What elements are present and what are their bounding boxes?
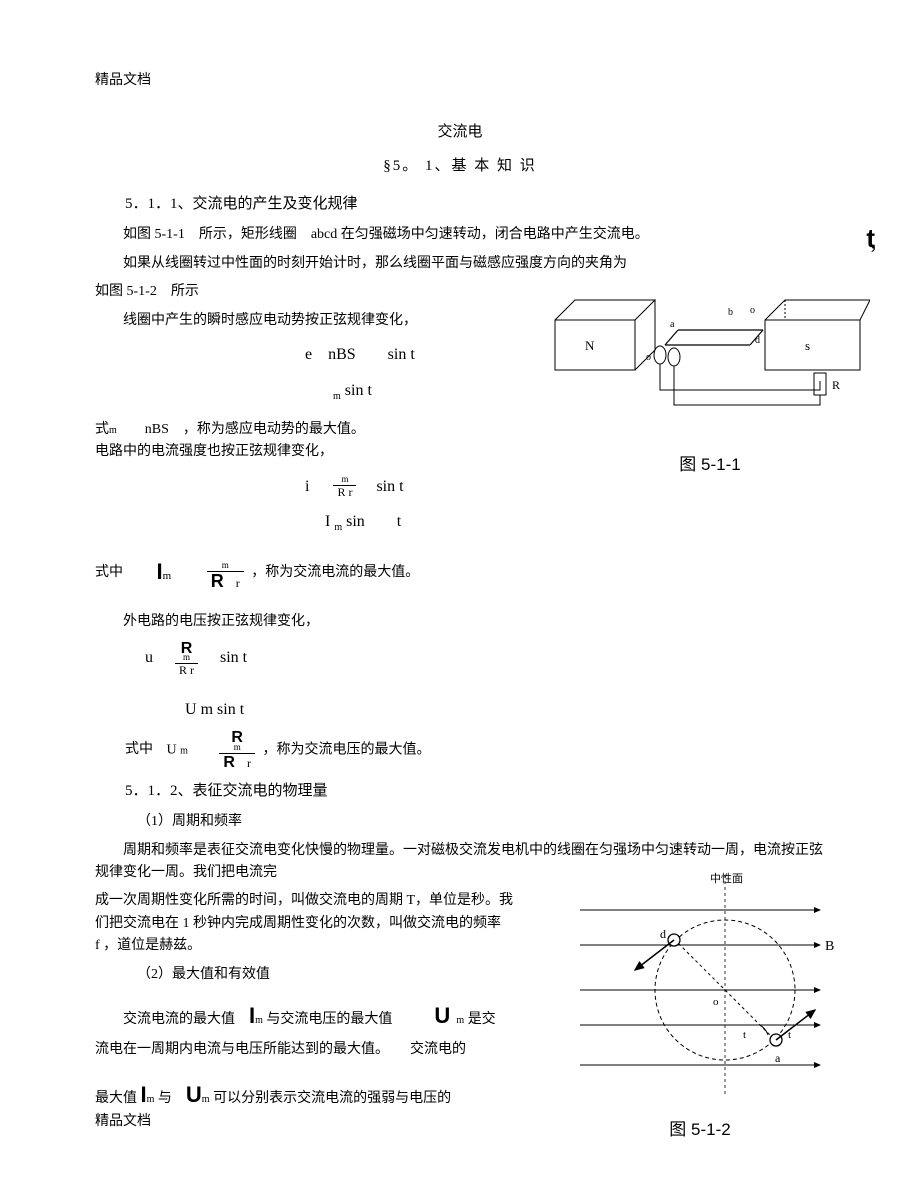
- label-a: a: [670, 319, 675, 330]
- generator-diagram-svg: N s a b d o o R: [550, 285, 870, 435]
- para8-post: ，称为交流电压的最大值。: [262, 742, 430, 757]
- paragraph-1: 如图 5-1-1 所示，矩形线圈 abcd 在匀强磁场中匀速转动，闭合电路中产生…: [95, 224, 825, 246]
- eq1-text: e nBS sin t: [305, 346, 415, 363]
- eq3b-pre: U: [185, 701, 201, 718]
- angle-t1: t: [743, 1029, 746, 1041]
- label-o2: o: [646, 352, 651, 363]
- eq2-frac: m R r: [333, 475, 356, 499]
- section-title: §5。 1、基 本 知 识: [95, 154, 825, 178]
- label-center-o: o: [713, 996, 719, 1008]
- paragraph-6: 式中 Im m R r ，称为交流电流的最大值。: [95, 554, 825, 591]
- para4-pre: 式: [95, 422, 109, 437]
- eq3-den: R r: [175, 664, 198, 677]
- para6-sub: m: [163, 570, 172, 582]
- para8-U: U: [167, 742, 181, 757]
- p13-post: 可以分别表示交流电流的强弱与电压的: [210, 1091, 452, 1106]
- para8-frac: R m R r: [219, 729, 255, 771]
- page-footer: 精品文档: [95, 1111, 151, 1133]
- eq2b-sub: m: [334, 522, 342, 533]
- p11-post: 是交: [464, 1012, 496, 1027]
- paragraph-13: 最大值 Im 与 Um 可以分别表示交流电流的强弱与电压的: [95, 1077, 515, 1112]
- sub-5-1-2-2: （2）最大值和有效值: [95, 964, 515, 986]
- p11-mid: 与交流电压的最大值: [263, 1012, 435, 1027]
- eq2b-pre: I: [325, 513, 334, 530]
- eq3-frac: R m R r: [175, 640, 198, 678]
- para8-den: R r: [219, 754, 255, 772]
- para6-den: R r: [207, 572, 244, 592]
- paragraph-7: 外电路的电压按正弦规律变化，: [95, 611, 825, 633]
- para6-post: ，称为交流电流的最大值。: [251, 565, 419, 580]
- rotation-diagram-svg: 中性面 B o a d t t: [560, 870, 840, 1100]
- para6-frac: m R r: [207, 561, 244, 592]
- eq3b-sub: m: [201, 701, 213, 718]
- paragraph-8: 式中 U m R m R r ，称为交流电压的最大值。: [95, 729, 825, 771]
- label-d2: d: [660, 927, 666, 941]
- para8-pre: 式中: [125, 742, 153, 757]
- eq1b-post: sin t: [345, 382, 372, 399]
- figure-5-1-2: 中性面 B o a d t t 图 5-1-2: [560, 870, 840, 1144]
- eq2-i: i: [305, 478, 309, 495]
- p13-mid: 与: [154, 1091, 186, 1106]
- para4-sub: m: [109, 425, 117, 436]
- p13-U: U: [186, 1082, 202, 1107]
- label-R: R: [832, 378, 840, 392]
- eq1b-sub: m: [333, 391, 341, 402]
- eq3-u: u: [145, 649, 153, 666]
- eq3-num: R m: [175, 640, 198, 664]
- eq2-den: R r: [333, 486, 356, 499]
- label-d: d: [755, 335, 760, 346]
- paragraph-11: 交流电流的最大值 Im 与交流电压的最大值 U m 是交: [95, 998, 515, 1033]
- label-b: b: [728, 307, 733, 318]
- p13-sub2: m: [202, 1094, 210, 1105]
- subheading-5-1-1: 5．1．1、交流电的产生及变化规律: [95, 192, 825, 216]
- p13-pre: 最大值: [95, 1091, 141, 1106]
- equation-u: u R m R r sin t: [145, 640, 825, 678]
- figure-5-1-1: N s a b d o o R 图 5-1: [550, 285, 870, 479]
- eq2b-post: sin t: [342, 513, 401, 530]
- equation-Im: I m sin t: [325, 509, 825, 536]
- eq2-sin: sin t: [376, 478, 403, 495]
- fig-512-label: 图 5-1-2: [560, 1116, 840, 1143]
- para8-sub: m: [180, 745, 188, 756]
- comma-after-t: ，: [869, 230, 887, 259]
- eq3-sin: sin t: [220, 649, 247, 666]
- para6-pre: 式中: [95, 565, 123, 580]
- label-o1: o: [750, 305, 755, 316]
- p11-U: U: [434, 1003, 456, 1028]
- subheading-5-1-2: 5．1．2、表征交流电的物理量: [95, 779, 825, 803]
- label-B: B: [825, 939, 834, 954]
- angle-t2: t: [788, 1029, 791, 1041]
- para4-mid: nBS ，称为感应电动势的最大值。: [117, 422, 365, 437]
- main-title: 交流电: [95, 120, 825, 144]
- label-s: s: [805, 338, 810, 353]
- paragraph-12: 流电在一周期内电流与电压所能达到的最大值。 交流电的: [95, 1039, 515, 1061]
- sub-5-1-2-1: （1）周期和频率: [95, 811, 825, 833]
- p11-pre: 交流电流的最大值: [123, 1012, 249, 1027]
- para8-num: R m: [219, 729, 255, 753]
- label-N: N: [585, 338, 595, 353]
- eq3b-post: sin t: [213, 701, 244, 718]
- page-header: 精品文档: [95, 70, 825, 92]
- neutral-plane-label: 中性面: [710, 871, 743, 885]
- paragraph-2a: 如果从线圈转过中性面的时刻开始计时，那么线圈平面与磁感应强度方向的夹角为: [95, 253, 825, 275]
- paragraph-10: 成一次周期性变化所需的时间，叫做交流电的周期 T，单位是秒。我们把交流电在 1 …: [95, 890, 515, 957]
- p11-sub1: m: [255, 1015, 263, 1026]
- equation-Um: U m sin t: [185, 697, 825, 723]
- label-a2: a: [775, 1051, 781, 1065]
- fig-511-label: 图 5-1-1: [550, 451, 870, 478]
